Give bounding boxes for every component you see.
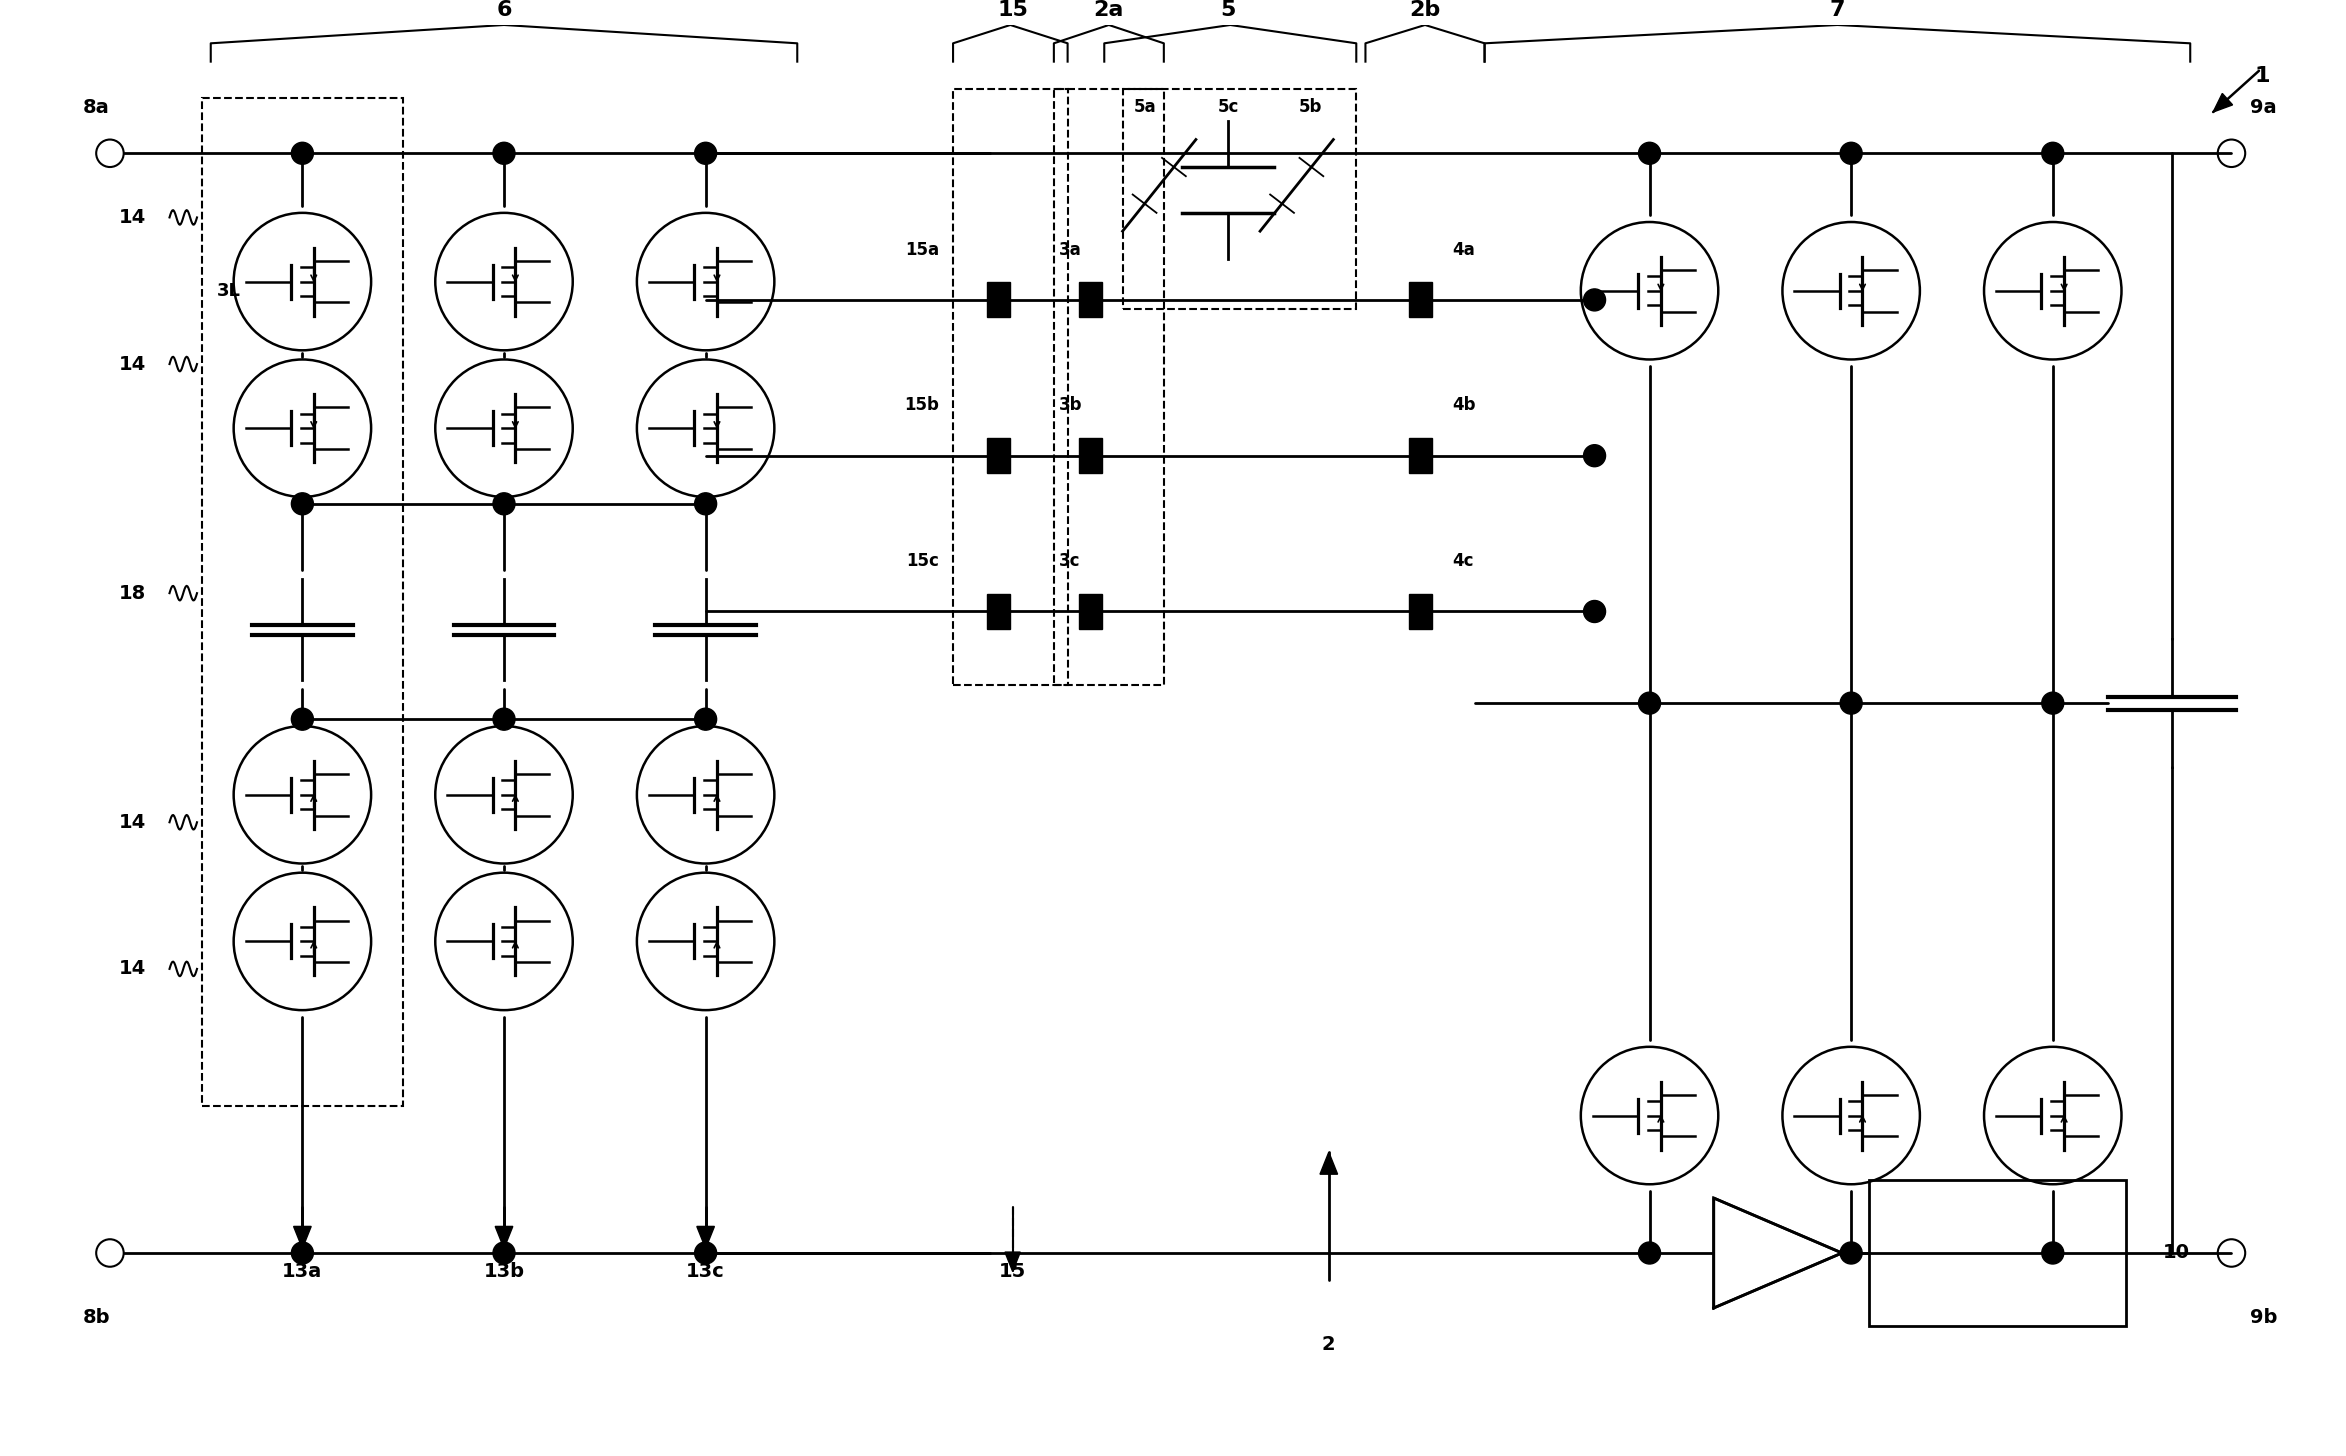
Polygon shape <box>1321 1152 1337 1174</box>
Bar <box>1079 282 1103 317</box>
Bar <box>988 438 1011 473</box>
Polygon shape <box>1713 1198 1842 1307</box>
Circle shape <box>694 708 716 729</box>
Text: 8a: 8a <box>82 98 110 116</box>
Text: 8b: 8b <box>82 1307 110 1326</box>
Circle shape <box>291 492 314 515</box>
Bar <box>988 594 1011 629</box>
Text: 5: 5 <box>1220 0 1236 20</box>
Circle shape <box>1584 600 1605 623</box>
Circle shape <box>1584 444 1605 467</box>
Bar <box>1410 282 1431 317</box>
Bar <box>1053 89 1164 684</box>
Text: 3c: 3c <box>1058 552 1079 571</box>
Text: 15a: 15a <box>906 240 938 259</box>
Text: 15: 15 <box>999 1262 1025 1281</box>
Text: 14: 14 <box>120 812 145 831</box>
Text: 3b: 3b <box>1058 396 1082 415</box>
Text: 5b: 5b <box>1300 98 1323 116</box>
Text: 15: 15 <box>997 0 1028 20</box>
Circle shape <box>493 1242 516 1264</box>
Text: 14: 14 <box>120 208 145 227</box>
Text: 15b: 15b <box>906 396 938 415</box>
Bar <box>988 282 1011 317</box>
Text: 3L: 3L <box>218 282 242 300</box>
Text: 13a: 13a <box>282 1262 321 1281</box>
Text: 2a: 2a <box>1093 0 1124 20</box>
Circle shape <box>2041 1242 2064 1264</box>
Polygon shape <box>495 1226 514 1248</box>
Circle shape <box>694 143 716 165</box>
Circle shape <box>493 708 516 729</box>
Circle shape <box>1638 1242 1661 1264</box>
Bar <box>202 99 404 1107</box>
Bar <box>1079 438 1103 473</box>
Bar <box>952 89 1067 684</box>
Circle shape <box>1839 1242 1863 1264</box>
Bar <box>1124 89 1356 309</box>
Circle shape <box>1584 288 1605 312</box>
Text: 10: 10 <box>2163 1243 2189 1262</box>
Bar <box>1079 594 1103 629</box>
Circle shape <box>493 492 516 515</box>
Text: 2: 2 <box>1323 1335 1335 1354</box>
Text: 4c: 4c <box>1452 552 1473 571</box>
Circle shape <box>694 1242 716 1264</box>
Circle shape <box>1638 143 1661 165</box>
Polygon shape <box>293 1226 312 1248</box>
Circle shape <box>291 1242 314 1264</box>
Text: 9a: 9a <box>2250 98 2276 116</box>
Circle shape <box>2041 692 2064 713</box>
Bar <box>1410 438 1431 473</box>
Circle shape <box>493 143 516 165</box>
Circle shape <box>291 143 314 165</box>
Text: 2b: 2b <box>1410 0 1440 20</box>
Text: 5c: 5c <box>1218 98 1239 116</box>
Text: 6: 6 <box>497 0 511 20</box>
Text: 18: 18 <box>120 584 145 603</box>
Text: 7: 7 <box>1830 0 1846 20</box>
Bar <box>1410 594 1431 629</box>
Text: 15c: 15c <box>906 552 938 571</box>
Circle shape <box>291 708 314 729</box>
Circle shape <box>694 492 716 515</box>
Text: 13b: 13b <box>483 1262 526 1281</box>
Circle shape <box>1839 692 1863 713</box>
Text: 4a: 4a <box>1452 240 1476 259</box>
Text: 14: 14 <box>120 960 145 978</box>
Circle shape <box>1839 143 1863 165</box>
Text: 1: 1 <box>2255 66 2271 86</box>
Circle shape <box>2041 143 2064 165</box>
Polygon shape <box>1004 1252 1021 1271</box>
Text: 9b: 9b <box>2250 1307 2278 1326</box>
Polygon shape <box>697 1226 716 1248</box>
Circle shape <box>1638 692 1661 713</box>
Text: 5a: 5a <box>1133 98 1157 116</box>
Polygon shape <box>2212 93 2233 112</box>
Text: 4b: 4b <box>1452 396 1476 415</box>
Text: 14: 14 <box>120 355 145 374</box>
Text: 13c: 13c <box>687 1262 725 1281</box>
Text: 3a: 3a <box>1058 240 1082 259</box>
Bar <box>1870 1179 2125 1326</box>
